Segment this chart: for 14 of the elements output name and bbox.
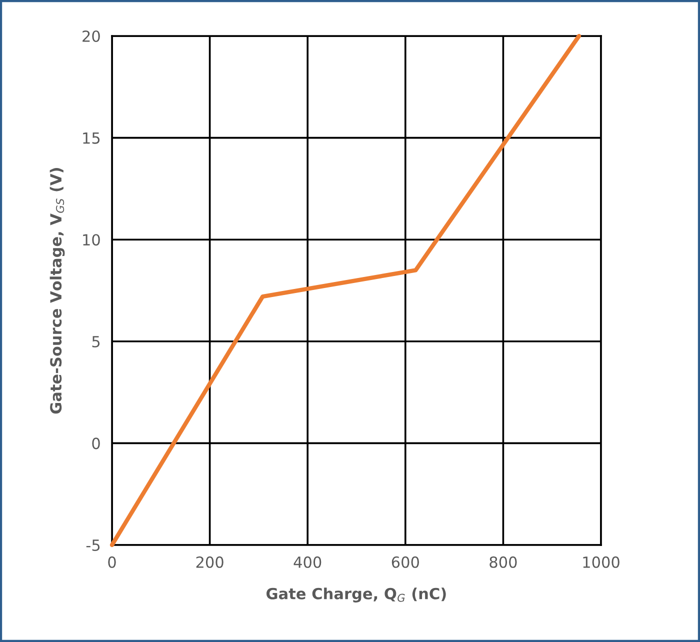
x-tick-label: 600 bbox=[392, 556, 419, 568]
x-tick-label: 400 bbox=[294, 556, 322, 568]
y-tick-label: 10 bbox=[83, 234, 100, 246]
y-tick-label: 20 bbox=[82, 30, 100, 42]
y-tick-label: 5 bbox=[92, 336, 100, 348]
y-axis-title: Gate-Source Voltage, V$_{GS}$ (V) bbox=[50, 168, 65, 414]
x-tick-label: 200 bbox=[196, 556, 224, 568]
y-tick-label: 0 bbox=[92, 438, 100, 450]
x-tick-label: 800 bbox=[490, 556, 517, 568]
x-tick-label: 1000 bbox=[583, 556, 620, 568]
y-tick-label: 15 bbox=[83, 132, 100, 144]
x-tick-label: 0 bbox=[108, 556, 116, 568]
x-axis-title: Gate Charge, Q$_{G}$ (nC) bbox=[266, 588, 446, 602]
y-tick-label: -5 bbox=[86, 540, 100, 552]
